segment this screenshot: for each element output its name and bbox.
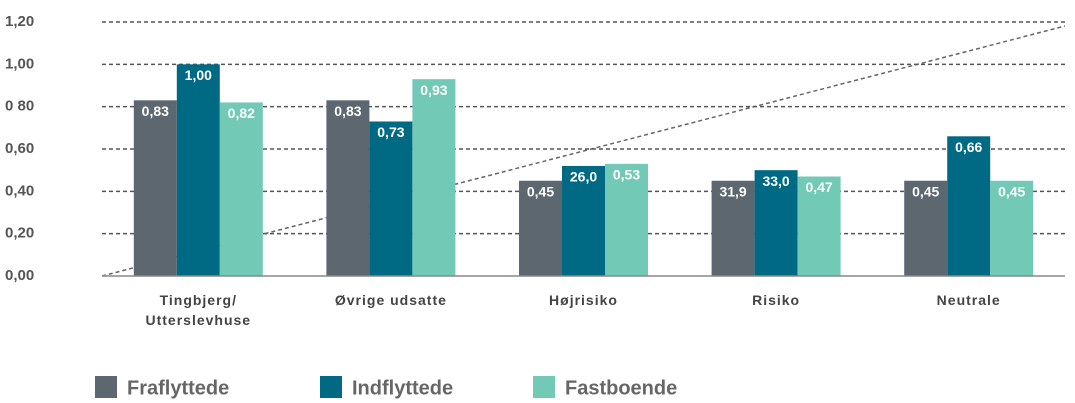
x-tick-label: Risiko	[752, 292, 800, 308]
x-tick-label: Tingbjerg/Utterslevhuse	[146, 292, 252, 328]
value-label: 1,00	[185, 67, 212, 83]
x-tick-label: Højrisiko	[549, 292, 618, 308]
y-tick-label: 1,20	[5, 13, 34, 30]
value-label: 0,73	[377, 124, 404, 140]
bar	[133, 100, 177, 276]
value-label: 33,0	[762, 173, 789, 189]
bar	[369, 121, 413, 276]
value-label: 0,47	[805, 179, 832, 195]
legend-label: Fastboende	[565, 377, 677, 399]
value-label: 0,82	[228, 105, 255, 121]
value-label: 0,83	[334, 103, 361, 119]
x-tick-label: Neutrale	[937, 292, 1001, 308]
value-label: 0,83	[142, 103, 169, 119]
bar	[219, 102, 263, 276]
bar	[947, 136, 991, 276]
legend-swatch	[95, 376, 117, 398]
y-tick-label: 1,00	[5, 55, 34, 72]
value-label: 26,0	[570, 169, 597, 185]
y-tick-label: 0,00	[5, 267, 34, 284]
bar	[797, 176, 841, 276]
bar	[519, 180, 562, 276]
trend-line	[101, 25, 1066, 277]
bar	[754, 170, 798, 276]
legend-swatch	[533, 376, 555, 398]
bar	[904, 180, 948, 276]
bar	[326, 100, 370, 276]
y-tick-label: 0,40	[5, 182, 34, 199]
value-label: 0,66	[955, 139, 982, 155]
value-label: 0,93	[420, 82, 447, 98]
value-label: 0,53	[613, 167, 640, 183]
legend-swatch	[320, 376, 342, 398]
value-label: 0,45	[998, 183, 1025, 199]
bar	[605, 163, 648, 276]
x-tick-label: Øvrige udsatte	[335, 292, 447, 308]
bar	[562, 165, 605, 276]
bar	[711, 180, 755, 276]
bar	[412, 79, 456, 277]
y-tick-label: 0,20	[5, 225, 34, 242]
value-label: 31,9	[719, 183, 746, 199]
y-tick-label: 0 80	[5, 98, 34, 115]
bar	[990, 180, 1034, 276]
value-label: 0,45	[912, 183, 939, 199]
y-tick-label: 0,60	[5, 140, 34, 157]
value-label: 0,45	[527, 183, 554, 199]
legend-label: Indflyttede	[352, 377, 453, 399]
legend-label: Fraflyttede	[127, 377, 229, 399]
bar	[176, 64, 220, 276]
